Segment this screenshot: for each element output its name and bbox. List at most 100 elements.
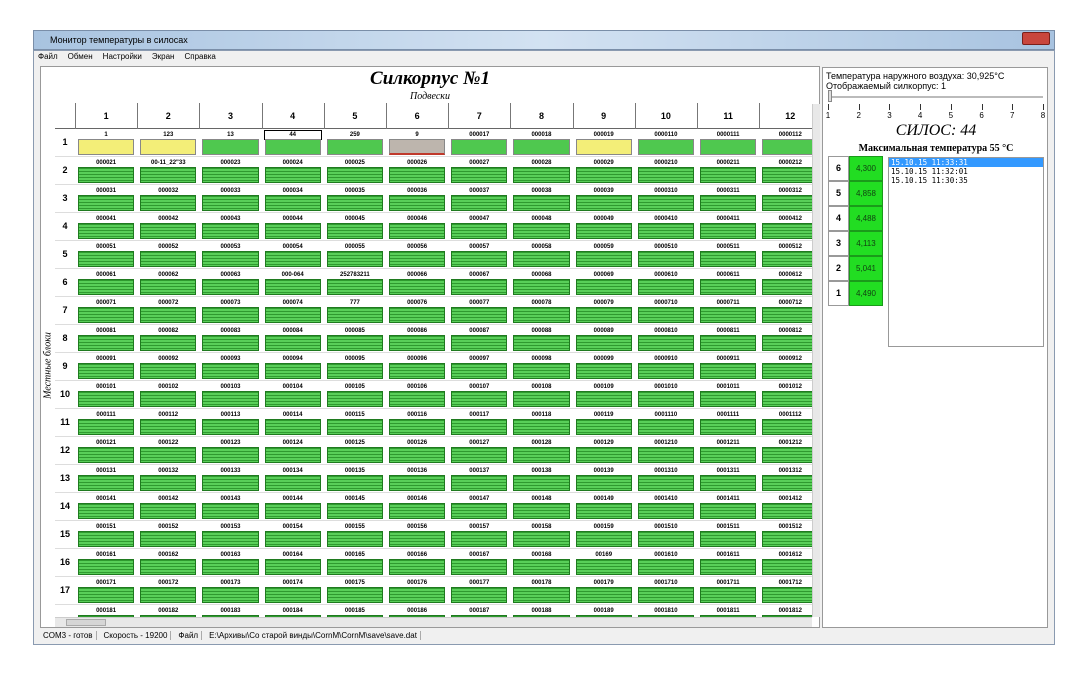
cell-bar[interactable] [451,391,508,407]
cell-label[interactable]: 000034 [282,188,303,194]
cell-label[interactable]: 000175 [344,580,365,586]
cell-label[interactable]: 0001611 [716,552,740,558]
cell-label[interactable]: 000081 [96,328,117,334]
cell-label[interactable]: 000161 [96,552,117,558]
cell-label[interactable]: 0001212 [778,440,802,446]
cell-bar[interactable] [264,475,321,491]
cell-bar[interactable] [140,335,197,351]
cell-bar[interactable] [762,531,812,547]
cell-label[interactable]: 0000310 [654,188,678,194]
cell-label[interactable]: 000038 [531,188,552,194]
cell-label[interactable]: 000019 [593,132,614,138]
cell-label[interactable]: 000106 [407,384,428,390]
cell-label[interactable]: 13 [227,132,234,138]
cell-label[interactable]: 000077 [469,300,490,306]
cell-label[interactable]: 000176 [407,580,428,586]
level-value[interactable]: 4,113 [849,231,883,256]
cell-bar[interactable] [575,307,632,323]
cell-label[interactable]: 000072 [158,300,179,306]
cell-bar[interactable] [762,139,812,155]
cell-bar[interactable] [389,251,446,267]
cell-label[interactable]: 0000512 [778,244,802,250]
cell-label[interactable]: 000-064 [281,272,304,278]
cell-bar[interactable] [451,587,508,603]
cell-bar[interactable] [326,419,383,435]
cell-label[interactable]: 000164 [282,552,303,558]
cell-bar[interactable] [700,503,757,519]
cell-bar[interactable] [78,419,135,435]
cell-label[interactable]: 000056 [407,244,428,250]
cell-label[interactable]: 000135 [344,468,365,474]
cell-bar[interactable] [202,251,259,267]
cell-bar[interactable] [451,223,508,239]
cell-label[interactable]: 000087 [469,328,490,334]
cell-label[interactable]: 0001410 [654,496,678,502]
cell-label[interactable]: 000173 [220,580,241,586]
cell-bar[interactable] [389,391,446,407]
cell-label[interactable]: 000053 [220,244,241,250]
cell-bar[interactable] [575,195,632,211]
cell-bar[interactable] [140,531,197,547]
vertical-scrollbar[interactable] [812,104,820,617]
cell-label[interactable]: 000109 [593,384,614,390]
cell-bar[interactable] [202,335,259,351]
cell-bar[interactable] [389,223,446,239]
cell-bar[interactable] [513,559,570,575]
cell-label[interactable]: 0001012 [778,384,802,390]
cell-bar[interactable] [700,475,757,491]
cell-label[interactable]: 000181 [96,608,117,614]
cell-label[interactable]: 000091 [96,356,117,362]
cell-bar[interactable] [637,363,694,379]
cell-label[interactable]: 0000910 [654,356,678,362]
cell-bar[interactable] [78,587,135,603]
cell-label[interactable]: 000187 [469,608,490,614]
cell-label[interactable]: 000188 [531,608,552,614]
cell-label[interactable]: 1 [104,132,108,138]
cell-bar[interactable] [637,615,694,617]
cell-bar[interactable] [637,223,694,239]
cell-bar[interactable] [140,167,197,183]
cell-bar[interactable] [202,447,259,463]
cell-bar[interactable] [140,615,197,617]
cell-bar[interactable] [326,559,383,575]
cell-label[interactable]: 0000211 [716,160,740,166]
cell-bar[interactable] [389,167,446,183]
cell-bar[interactable] [700,195,757,211]
cell-label[interactable]: 000133 [220,468,241,474]
cell-label[interactable]: 0000111 [716,132,740,138]
cell-bar[interactable] [700,587,757,603]
cell-bar[interactable] [202,475,259,491]
cell-bar[interactable] [451,195,508,211]
cell-label[interactable]: 000033 [220,188,241,194]
cell-label[interactable]: 259 [349,132,360,138]
cell-bar[interactable] [637,419,694,435]
cell-label[interactable]: 0000311 [716,188,740,194]
cell-label[interactable]: 000042 [158,216,179,222]
cell-label[interactable]: 0000110 [654,132,678,138]
cell-bar[interactable] [78,391,135,407]
cell-bar[interactable] [637,167,694,183]
cell-bar[interactable] [700,139,757,155]
cell-label[interactable]: 000118 [531,412,552,418]
cell-bar[interactable] [575,223,632,239]
cell-bar[interactable] [326,307,383,323]
cell-bar[interactable] [513,615,570,617]
cell-bar[interactable] [326,587,383,603]
cell-label[interactable]: 000172 [158,580,179,586]
cell-label[interactable]: 000174 [282,580,303,586]
cell-label[interactable]: 000112 [158,412,179,418]
cell-bar[interactable] [513,251,570,267]
cell-bar[interactable] [575,503,632,519]
cell-label[interactable]: 000085 [344,328,365,334]
cell-label[interactable]: 000021 [96,160,117,166]
cell-bar[interactable] [140,279,197,295]
cell-label[interactable]: 000018 [531,132,552,138]
cell-label[interactable]: 0000412 [778,216,802,222]
cell-label[interactable]: 000155 [344,524,365,530]
cell-bar[interactable] [575,615,632,617]
cell-bar[interactable] [513,391,570,407]
cell-bar[interactable] [264,391,321,407]
cell-label[interactable]: 000045 [344,216,365,222]
cell-label[interactable]: 000116 [407,412,427,418]
cell-bar[interactable] [451,139,508,155]
